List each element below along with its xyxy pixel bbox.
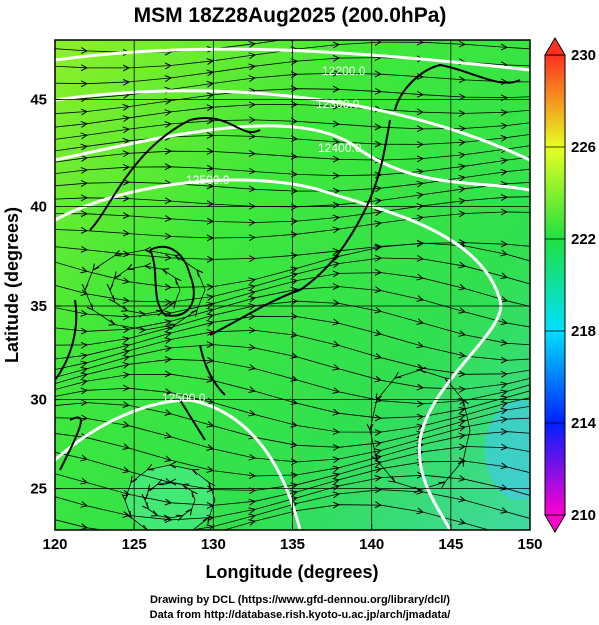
contour-label: 12500.0 bbox=[186, 173, 230, 187]
y-tick-label: 35 bbox=[30, 298, 47, 315]
colorbar-extend bbox=[544, 514, 566, 533]
colorbar-tick-label: 230 bbox=[571, 47, 596, 64]
contour-label: 12200.0 bbox=[322, 64, 366, 78]
footer-line: Drawing by DCL (https://www.gfd-dennou.o… bbox=[150, 594, 450, 606]
colorbar-tick-label: 210 bbox=[571, 507, 596, 524]
y-tick-label: 30 bbox=[30, 392, 47, 409]
x-tick-label: 145 bbox=[438, 536, 463, 553]
footer-line: Data from http://database.rish.kyoto-u.a… bbox=[150, 609, 451, 621]
contour-label: 12500.0 bbox=[162, 391, 206, 405]
x-tick-label: 130 bbox=[201, 536, 226, 553]
streamline bbox=[85, 250, 206, 330]
streamlines bbox=[45, 40, 549, 530]
contour-label: 12300.0 bbox=[316, 97, 360, 111]
title: MSM 18Z28Aug2025 (200.0hPa) bbox=[134, 4, 447, 27]
streamline bbox=[55, 120, 530, 140]
colorbar-extend bbox=[544, 37, 566, 56]
colorbar-tick-label: 214 bbox=[571, 415, 597, 432]
y-tick-label: 45 bbox=[30, 91, 47, 108]
streamline bbox=[55, 132, 530, 152]
y-tick-label: 25 bbox=[30, 481, 47, 498]
streamline bbox=[125, 465, 215, 530]
colorbar-tick-label: 218 bbox=[571, 323, 596, 340]
plot-frame bbox=[54, 39, 531, 531]
streamline bbox=[145, 482, 195, 518]
x-tick-label: 150 bbox=[517, 536, 542, 553]
y-tick-label: 40 bbox=[30, 198, 47, 215]
colorbar-tick-label: 226 bbox=[571, 139, 596, 156]
y-axis-label: Latitude (degrees) bbox=[2, 207, 22, 363]
x-tick-label: 140 bbox=[359, 536, 384, 553]
streamline bbox=[45, 505, 549, 530]
x-axis-label: Longitude (degrees) bbox=[205, 562, 378, 582]
colorbar bbox=[544, 54, 566, 516]
streamline bbox=[55, 145, 530, 164]
contour-label: 12400.0 bbox=[318, 141, 362, 155]
x-tick-label: 135 bbox=[280, 536, 305, 553]
x-tick-label: 125 bbox=[122, 536, 147, 553]
shade bbox=[125, 465, 215, 530]
colorbar-tick-label: 222 bbox=[571, 231, 596, 248]
x-tick-label: 120 bbox=[42, 536, 67, 553]
streamline bbox=[55, 212, 530, 238]
streamline bbox=[370, 370, 470, 490]
